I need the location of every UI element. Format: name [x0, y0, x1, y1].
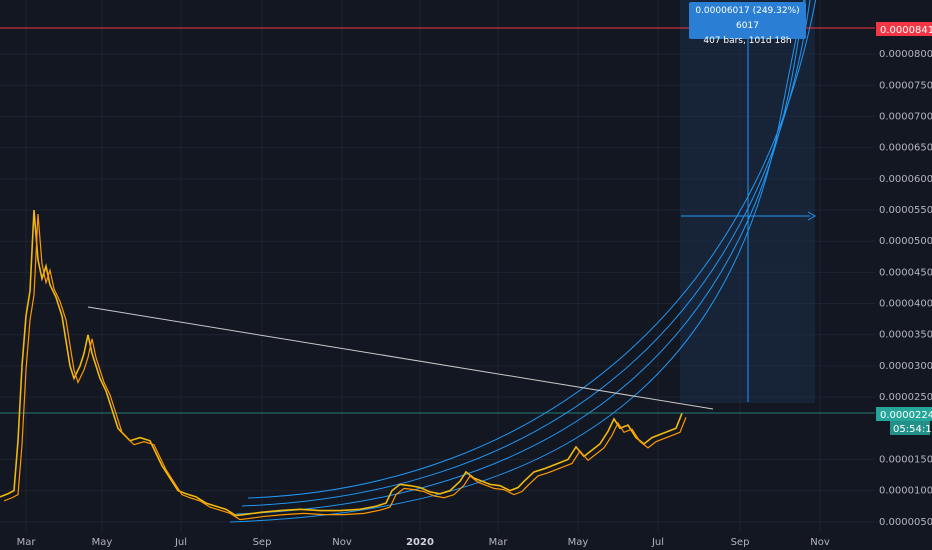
red-price-tag-label: 0.00008419 — [880, 25, 932, 36]
x-tick-label: Jul — [174, 537, 187, 548]
price-series-line — [3, 213, 687, 521]
countdown-tag — [890, 421, 930, 435]
current-price-tag — [876, 407, 932, 421]
projection-curve — [247, 0, 817, 499]
trendline — [87, 306, 714, 410]
x-tick-label: Nov — [332, 537, 352, 548]
x-tick-label: Sep — [731, 537, 750, 548]
measure-bars: 407 bars, 101d 18h — [703, 36, 792, 46]
price-axis — [875, 0, 932, 550]
x-tick-label: Nov — [810, 537, 830, 548]
price-series — [0, 209, 687, 521]
time-axis: Mar May Jul Sep Nov 2020 Mar May Jul Sep Nov — [17, 537, 830, 548]
measure-change: 0.00006017 (249.32%) 6017 — [695, 6, 800, 31]
red-price-tag — [876, 22, 932, 36]
x-tick-label: May — [92, 537, 113, 548]
x-tick-label: 2020 — [406, 537, 434, 548]
measure-arrow-icon — [807, 211, 817, 221]
price-series-line — [0, 209, 683, 517]
current-price-tag-label: 0.00002245 — [880, 410, 932, 421]
x-tick-label: May — [568, 537, 589, 548]
y-tick-label: 0.00008000 — [879, 49, 932, 60]
x-tick-label: Mar — [489, 537, 509, 548]
x-tick-label: Mar — [17, 537, 37, 548]
x-tick-label: Sep — [253, 537, 272, 548]
measure-tooltip: 0.00006017 (249.32%) 6017 407 bars, 101d… — [689, 2, 806, 46]
countdown-label: 05:54:11 — [893, 424, 932, 435]
x-tick-label: Jul — [651, 537, 664, 548]
